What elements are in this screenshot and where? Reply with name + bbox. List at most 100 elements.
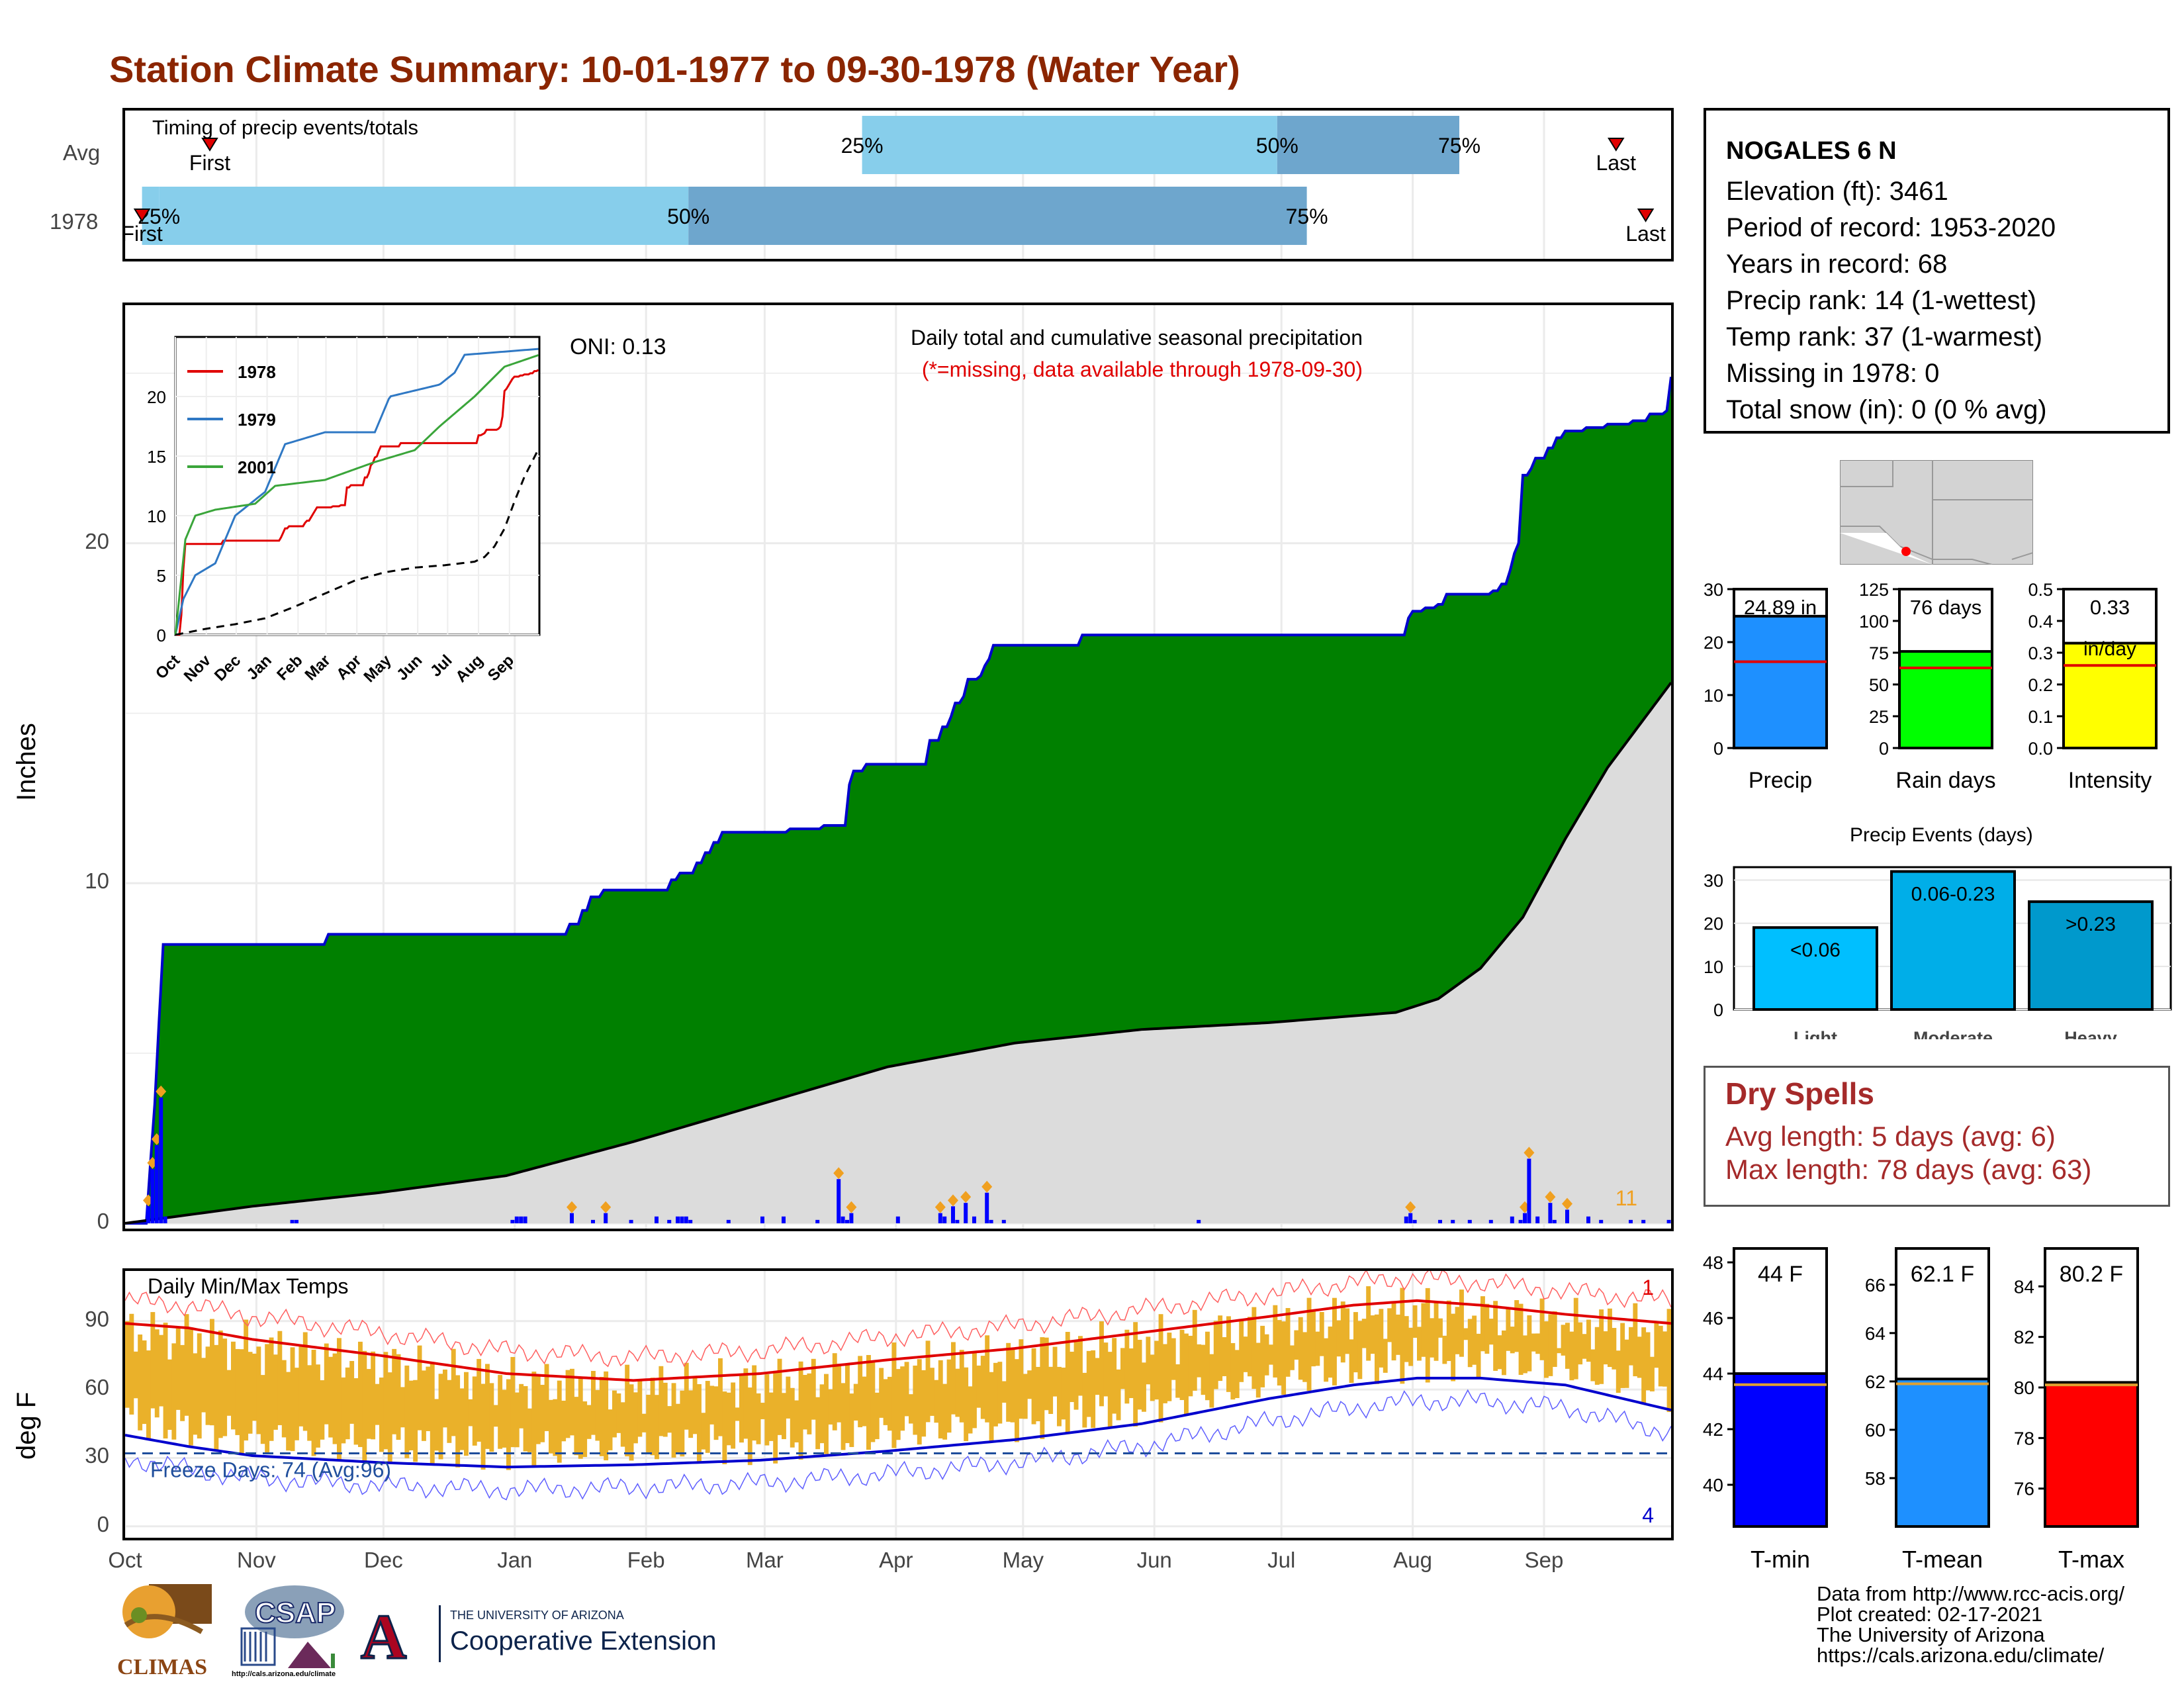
daily-temp-bar [1137, 1339, 1142, 1410]
daily-precip-bar [676, 1216, 680, 1223]
daily-temp-bar [197, 1333, 202, 1439]
record-max-line [125, 1271, 1671, 1368]
daily-temp-bar [659, 1366, 664, 1436]
inset-month-tick: Mar [302, 651, 334, 684]
month-tick: Oct [108, 1548, 142, 1572]
daily-temp-bar [620, 1402, 625, 1447]
heavy-event-marker [1562, 1197, 1572, 1210]
daily-temp-bar [925, 1340, 931, 1423]
daily-temp-bar [909, 1394, 913, 1424]
climas-logo[interactable]: CLIMAS [109, 1579, 215, 1679]
daily-temp-bar [1645, 1332, 1651, 1391]
inset-average-line [175, 448, 539, 636]
daily-temp-bar [739, 1374, 744, 1443]
daily-temp-bar [946, 1359, 952, 1433]
gauge-title: Intensity [2068, 768, 2152, 793]
heavy-event-marker [600, 1201, 612, 1213]
event-category-label: Moderate [1913, 1028, 1993, 1039]
daily-temp-bar [1234, 1350, 1240, 1398]
inset-month-tick: Sep [484, 651, 518, 684]
daily-temp-bar [1433, 1301, 1439, 1361]
timing-row-avg: Avg [63, 140, 101, 165]
timing-marker [201, 138, 218, 152]
freeze-days-label: Freeze Days: 74 (Avg:96) [150, 1458, 391, 1482]
event-bar-value: >0.23 [2066, 914, 2116, 935]
footer-line: Data from http://www.rcc-acis.org/ [1817, 1582, 2125, 1605]
daily-temp-bar [489, 1383, 494, 1452]
daily-temp-bar [815, 1397, 821, 1450]
daily-temp-bar [358, 1341, 363, 1447]
temp-y-tick: 30 [85, 1443, 109, 1468]
precip-caption: Daily total and cumulative seasonal prec… [911, 326, 1363, 350]
tgauge-tick-label: 80 [2014, 1378, 2034, 1398]
daily-temp-bar [1506, 1307, 1511, 1351]
daily-precip-bar [951, 1206, 955, 1223]
daily-temp-bar [256, 1346, 261, 1434]
daily-precip-bar [1548, 1203, 1553, 1223]
daily-temp-bar [582, 1401, 588, 1457]
footer-line: Plot created: 02-17-2021 [1817, 1603, 2043, 1626]
csap-logo[interactable]: CSAP http://cals.arizona.edu/climate [232, 1582, 347, 1681]
daily-precip-bar [782, 1216, 786, 1223]
inset-month-tick: Dec [211, 651, 244, 684]
gauge-value-label: 24.89 in [1744, 596, 1817, 619]
timing-marker [133, 209, 151, 222]
daily-precip-bar [1488, 1219, 1493, 1223]
event-category-label: Light [1794, 1028, 1837, 1039]
daily-temp-bar [743, 1368, 749, 1439]
daily-temp-bar [866, 1354, 871, 1450]
daily-temp-bar [1061, 1368, 1066, 1420]
daily-precip-bar [895, 1216, 900, 1223]
daily-temp-bar [586, 1405, 592, 1439]
daily-temp-bar [286, 1372, 291, 1451]
daily-temp-bar [1557, 1348, 1562, 1354]
gauge-tick-label: 0.2 [2028, 675, 2053, 695]
daily-precip-bar [150, 1168, 155, 1223]
ua-logo[interactable]: A THE UNIVERSITY OF ARIZONA Cooperative … [359, 1601, 745, 1673]
daily-temp-bar [1383, 1338, 1388, 1373]
tgauge-tick-label: 48 [1703, 1252, 1723, 1273]
daily-temp-bar [549, 1399, 553, 1454]
gauge-tick-label: 0 [1879, 739, 1889, 759]
daily-precip-bar [159, 1097, 163, 1223]
daily-precip-bar [146, 1206, 150, 1223]
avg-max-line [125, 1299, 1671, 1382]
daily-temp-bar [1654, 1321, 1659, 1368]
daily-temp-bar [1006, 1342, 1011, 1422]
temp-y-tick: 60 [85, 1375, 109, 1400]
daily-temp-bar [163, 1323, 168, 1439]
daily-temp-bar [1294, 1330, 1299, 1360]
daily-temp-bar [1251, 1307, 1257, 1389]
daily-temp-bar [464, 1372, 469, 1456]
month-tick: Mar [745, 1548, 784, 1572]
daily-temp-bar [722, 1391, 727, 1464]
record-min-count: 4 [1642, 1503, 1654, 1527]
daily-temp-bar [858, 1356, 863, 1428]
daily-temp-bar [1624, 1339, 1629, 1388]
daily-temp-bar [980, 1356, 985, 1419]
cumulative-1978-line [125, 377, 1671, 1225]
daily-precip-bar [1629, 1219, 1633, 1223]
tgauge-tick-label: 78 [2014, 1428, 2034, 1448]
daily-precip-bar [519, 1216, 523, 1223]
daily-temp-bar [718, 1358, 723, 1436]
daily-temp-bar [1201, 1344, 1206, 1395]
daily-temp-bar [1091, 1350, 1096, 1429]
ua-divider [439, 1605, 441, 1662]
daily-temp-bar [426, 1366, 431, 1431]
tgauge-tick-label: 84 [2014, 1276, 2034, 1297]
daily-temp-bar [578, 1378, 583, 1459]
daily-temp-bar [684, 1362, 689, 1430]
daily-temp-bar [1230, 1342, 1236, 1400]
inset-month-tick: Feb [273, 651, 306, 684]
daily-temp-bar [887, 1376, 892, 1431]
daily-temp-bar [298, 1345, 304, 1427]
daily-temp-bar [777, 1358, 782, 1435]
daily-temp-bar [1662, 1331, 1668, 1387]
tgauge-tick-label: 40 [1703, 1475, 1723, 1495]
daily-precip-bar [604, 1213, 608, 1223]
daily-temp-bar [273, 1354, 278, 1430]
cumulative-surplus-area [125, 377, 1671, 1223]
tgauge-tick-label: 58 [1865, 1468, 1886, 1489]
daily-temp-bar [1128, 1348, 1134, 1399]
